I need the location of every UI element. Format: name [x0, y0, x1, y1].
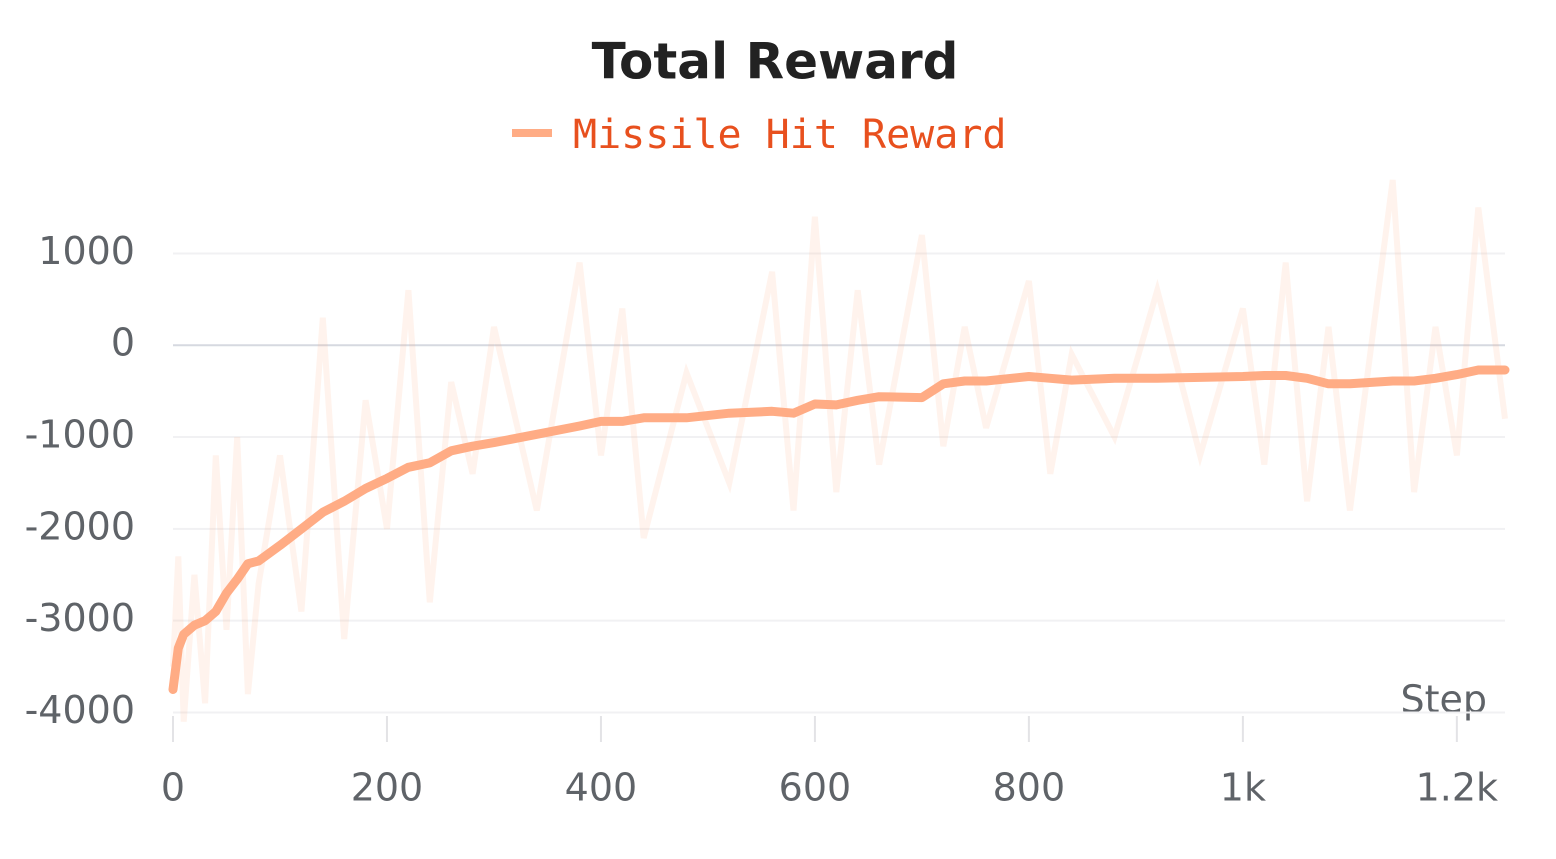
x-tick-label: 400 [565, 766, 638, 810]
y-tick-label: -1000 [25, 413, 135, 457]
legend-label: Missile Hit Reward [573, 112, 1006, 158]
x-tick-label: 600 [779, 766, 852, 810]
y-tick-label: 0 [111, 321, 135, 365]
x-tick-label: 1.2k [1416, 766, 1498, 810]
x-tick-label: 200 [351, 766, 424, 810]
x-tick-label: 1k [1220, 766, 1266, 810]
raw-line [170, 179, 1508, 722]
y-tick-label: -3000 [25, 596, 135, 640]
chart-title: Total Reward [592, 33, 959, 91]
line [168, 365, 1510, 694]
x-tick-label: 0 [161, 766, 185, 810]
y-tick-label: -2000 [25, 504, 135, 548]
x-axis-label: Step [1400, 678, 1487, 722]
y-tick-label: 1000 [38, 229, 135, 273]
x-tick-label: 800 [993, 766, 1066, 810]
y-tick-label: -4000 [25, 688, 135, 732]
